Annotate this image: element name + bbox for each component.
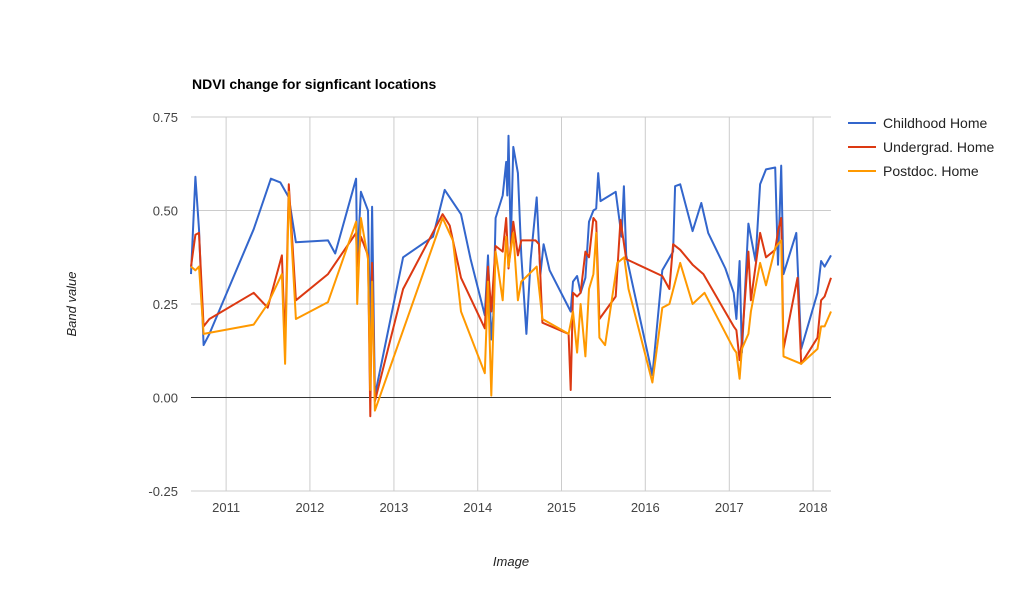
x-tick-label: 2012 [295, 500, 324, 515]
series-line-postdoc-home [190, 190, 832, 412]
legend-label: Postdoc. Home [883, 163, 979, 179]
x-tick-label: 2014 [463, 500, 492, 515]
x-axis-ticks: 2011 2012 2013 2014 2015 2016 2017 2018 [212, 500, 827, 515]
legend: Childhood Home Undergrad. Home Postdoc. Ho… [848, 115, 994, 179]
series-lines [190, 134, 832, 418]
gridlines [191, 116, 831, 492]
y-tick-label: 0.25 [153, 297, 178, 312]
x-tick-label: 2018 [799, 500, 828, 515]
y-axis-ticks: -0.25 0.00 0.25 0.50 0.75 [148, 110, 178, 499]
y-axis-title: Band value [64, 271, 79, 336]
legend-label: Childhood Home [883, 115, 987, 131]
x-axis-title: Image [493, 554, 529, 569]
x-tick-label: 2015 [547, 500, 576, 515]
legend-label: Undergrad. Home [883, 139, 994, 155]
y-tick-label: 0.00 [153, 391, 178, 406]
y-tick-label: -0.25 [148, 484, 178, 499]
chart-title: NDVI change for signficant locations [192, 76, 436, 92]
y-tick-label: 0.50 [153, 204, 178, 219]
x-tick-label: 2013 [379, 500, 408, 515]
x-tick-label: 2016 [631, 500, 660, 515]
x-tick-label: 2017 [715, 500, 744, 515]
y-tick-label: 0.75 [153, 110, 178, 125]
x-tick-label: 2011 [212, 500, 240, 515]
